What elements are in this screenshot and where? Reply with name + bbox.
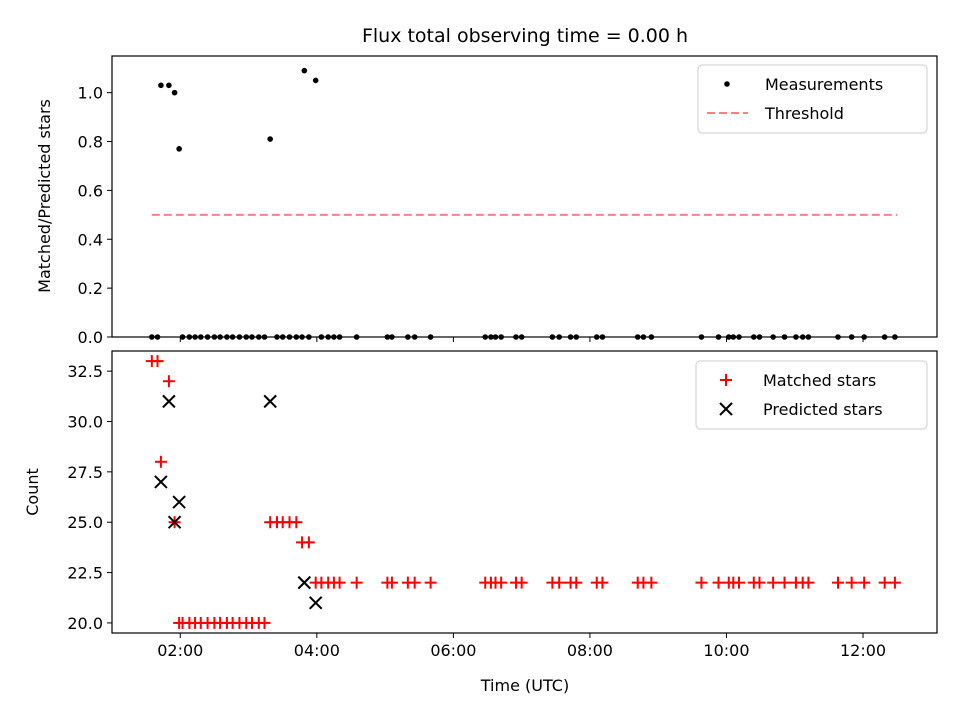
bottom-panel-x-ticks: 02:00 04:00 06:00 08:00 10:00 12:00	[157, 633, 886, 660]
y-tick-label: 20.0	[67, 614, 103, 633]
y-tick-label: 0.8	[78, 133, 103, 152]
y-tick-label: 25.0	[67, 513, 103, 532]
x-tick-label: 06:00	[430, 641, 476, 660]
predicted-star-point	[162, 394, 176, 409]
y-tick-label: 0.6	[78, 181, 103, 200]
legend-label-measurements: Measurements	[765, 75, 883, 94]
measurement-point	[171, 89, 178, 96]
matched-star-point	[878, 576, 891, 589]
top-panel-frame	[111, 55, 938, 338]
matched-star-point	[733, 576, 745, 589]
matched-star-point	[695, 576, 708, 589]
matched-star-point	[408, 576, 421, 589]
top-panel-y-axis-label: Matched/Predicted stars	[35, 99, 54, 293]
legend-marker-matched-stars	[720, 374, 732, 386]
predicted-star-point	[308, 596, 323, 610]
matched-star-point	[832, 576, 844, 589]
x-tick-label: 02:00	[157, 641, 203, 660]
measurement-point	[166, 82, 172, 89]
legend-label-matched-stars: Matched stars	[763, 371, 876, 390]
matched-star-point	[753, 576, 766, 589]
matched-star-point	[290, 516, 303, 529]
top-panel-y-ticks: 0.0 0.2 0.4 0.6 0.8 1.0	[78, 84, 112, 347]
predicted-star-point	[297, 575, 312, 590]
measurement-point	[176, 146, 182, 152]
measurement-point	[301, 67, 308, 74]
matched-star-point	[767, 576, 780, 589]
bottom-panel-marks	[145, 355, 901, 629]
measurement-point	[158, 82, 164, 89]
y-tick-label: 0.2	[78, 279, 103, 298]
measurement-point	[267, 136, 273, 142]
matched-star-point	[645, 576, 658, 589]
bottom-panel-legend: Matched stars Predicted stars	[695, 360, 928, 430]
matched-star-point	[778, 576, 791, 589]
matched-star-point	[151, 355, 164, 368]
matched-star-point	[162, 375, 175, 388]
x-tick-label: 12:00	[840, 641, 886, 660]
predicted-star-point	[154, 475, 168, 489]
matched-star-point	[385, 576, 398, 589]
y-tick-label: 22.5	[67, 564, 103, 583]
matched-star-point	[350, 576, 363, 589]
matched-star-point	[424, 576, 437, 589]
predicted-star-point	[263, 394, 277, 409]
legend-marker-measurements	[724, 81, 730, 87]
bottom-panel-frame	[111, 350, 938, 634]
y-tick-label: 1.0	[78, 84, 103, 103]
matched-star-point	[154, 455, 167, 468]
measurement-point	[312, 77, 319, 84]
matched-star-point	[302, 536, 315, 549]
legend-frame	[697, 64, 928, 134]
matched-star-point	[495, 576, 508, 589]
predicted-star-point	[167, 515, 182, 529]
matched-star-point	[553, 576, 566, 589]
matched-star-point	[712, 576, 725, 589]
y-tick-label: 30.0	[67, 413, 103, 432]
matched-star-point	[515, 576, 528, 589]
matched-star-point	[888, 576, 901, 589]
matched-star-point	[596, 576, 609, 589]
top-panel-legend: Measurements Threshold	[697, 64, 928, 134]
matched-star-point	[258, 616, 271, 629]
legend-frame	[695, 360, 928, 430]
matched-star-point	[858, 576, 871, 589]
matched-star-point	[845, 576, 858, 589]
x-tick-label: 10:00	[703, 641, 749, 660]
x-tick-label: 04:00	[294, 641, 340, 660]
predicted-star-point	[172, 495, 186, 509]
y-tick-label: 27.5	[67, 463, 103, 482]
y-tick-label: 32.5	[67, 362, 103, 381]
x-tick-label: 08:00	[567, 641, 613, 660]
x-axis-label: Time (UTC)	[480, 676, 569, 695]
matched-star-point	[802, 576, 815, 589]
legend-marker-predicted-stars	[719, 402, 733, 416]
matched-star-point	[570, 576, 583, 589]
y-tick-label: 0.4	[78, 230, 103, 249]
legend-label-predicted-stars: Predicted stars	[763, 400, 883, 419]
top-panel-x-ticks	[179, 337, 864, 342]
chart-title: Flux total observing time = 0.00 h	[362, 25, 688, 47]
bottom-panel-y-axis-label: Count	[23, 468, 42, 516]
bottom-panel-y-ticks: 20.0 22.5 25.0 27.5 30.0 32.5	[67, 362, 112, 633]
legend-label-threshold: Threshold	[764, 104, 844, 123]
y-tick-label: 0.0	[78, 328, 103, 347]
matched-star-point	[333, 576, 346, 589]
